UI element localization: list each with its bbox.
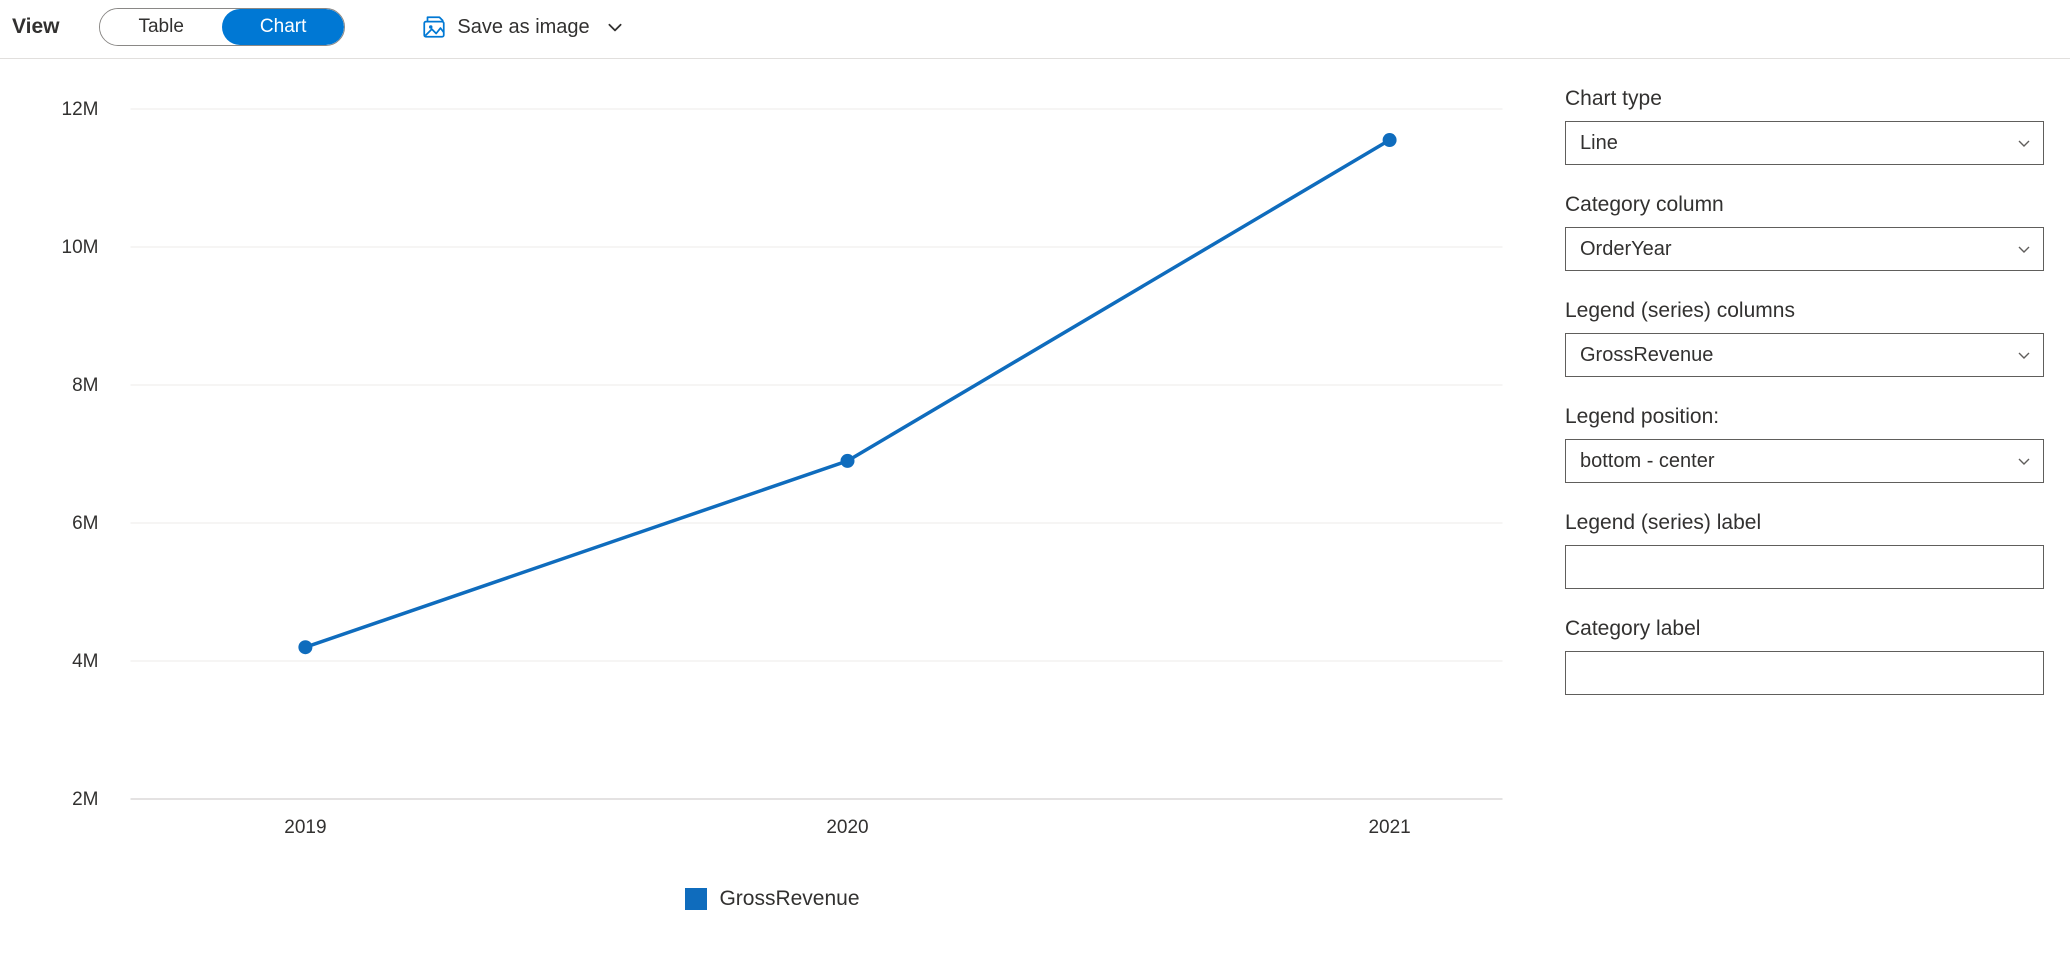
series-label-label: Legend (series) label [1565,511,2044,535]
chart-toggle-button[interactable]: Chart [222,9,344,45]
category-label-label: Category label [1565,617,2044,641]
save-as-image-label: Save as image [457,16,589,39]
legend-position-label: Legend position: [1565,405,2044,429]
category-label-input[interactable] [1565,651,2044,695]
category-label-field: Category label [1565,617,2044,695]
data-point[interactable] [1383,133,1397,147]
category-column-field: Category column OrderYear [1565,193,2044,271]
legend-series-label: GrossRevenue [719,887,859,911]
legend-swatch [685,888,707,910]
table-toggle-button[interactable]: Table [100,9,221,45]
x-tick-label: 2020 [826,817,868,838]
y-tick-label: 4M [72,651,98,672]
y-tick-label: 12M [62,99,99,120]
save-image-icon [421,14,447,40]
x-tick-label: 2021 [1368,817,1410,838]
view-label: View [12,15,59,39]
category-column-label: Category column [1565,193,2044,217]
series-label-input[interactable] [1565,545,2044,589]
y-tick-label: 2M [72,789,98,810]
data-point[interactable] [841,454,855,468]
y-tick-label: 6M [72,513,98,534]
series-label-field: Legend (series) label [1565,511,2044,589]
chart-type-select[interactable]: Line [1565,121,2044,165]
y-tick-label: 10M [62,237,99,258]
main-area: 2M4M6M8M10M12M201920202021 GrossRevenue … [0,59,2070,979]
legend-columns-field: Legend (series) columns GrossRevenue [1565,299,2044,377]
chart-settings-panel: Chart type Line Category column OrderYea… [1545,59,2070,979]
chart-type-field: Chart type Line [1565,87,2044,165]
chart-type-label: Chart type [1565,87,2044,111]
data-point[interactable] [298,640,312,654]
legend-position-select[interactable]: bottom - center [1565,439,2044,483]
legend-columns-label: Legend (series) columns [1565,299,2044,323]
chevron-down-icon [606,18,624,36]
legend-position-field: Legend position: bottom - center [1565,405,2044,483]
legend-columns-select[interactable]: GrossRevenue [1565,333,2044,377]
category-column-select[interactable]: OrderYear [1565,227,2044,271]
toolbar: View Table Chart Save as image [0,0,2070,59]
y-tick-label: 8M [72,375,98,396]
data-line [305,140,1389,647]
x-tick-label: 2019 [284,817,326,838]
line-chart: 2M 4M 6M 8M 10M 12M 2019 2020 2021 [10,79,1535,859]
save-as-image-button[interactable]: Save as image [413,10,631,44]
chart-legend: GrossRevenue [10,887,1535,911]
view-toggle-group: Table Chart [99,8,345,46]
chart-area: 2M 4M 6M 8M 10M 12M 2019 2020 2021 GrossRevenue [0,59,1545,979]
